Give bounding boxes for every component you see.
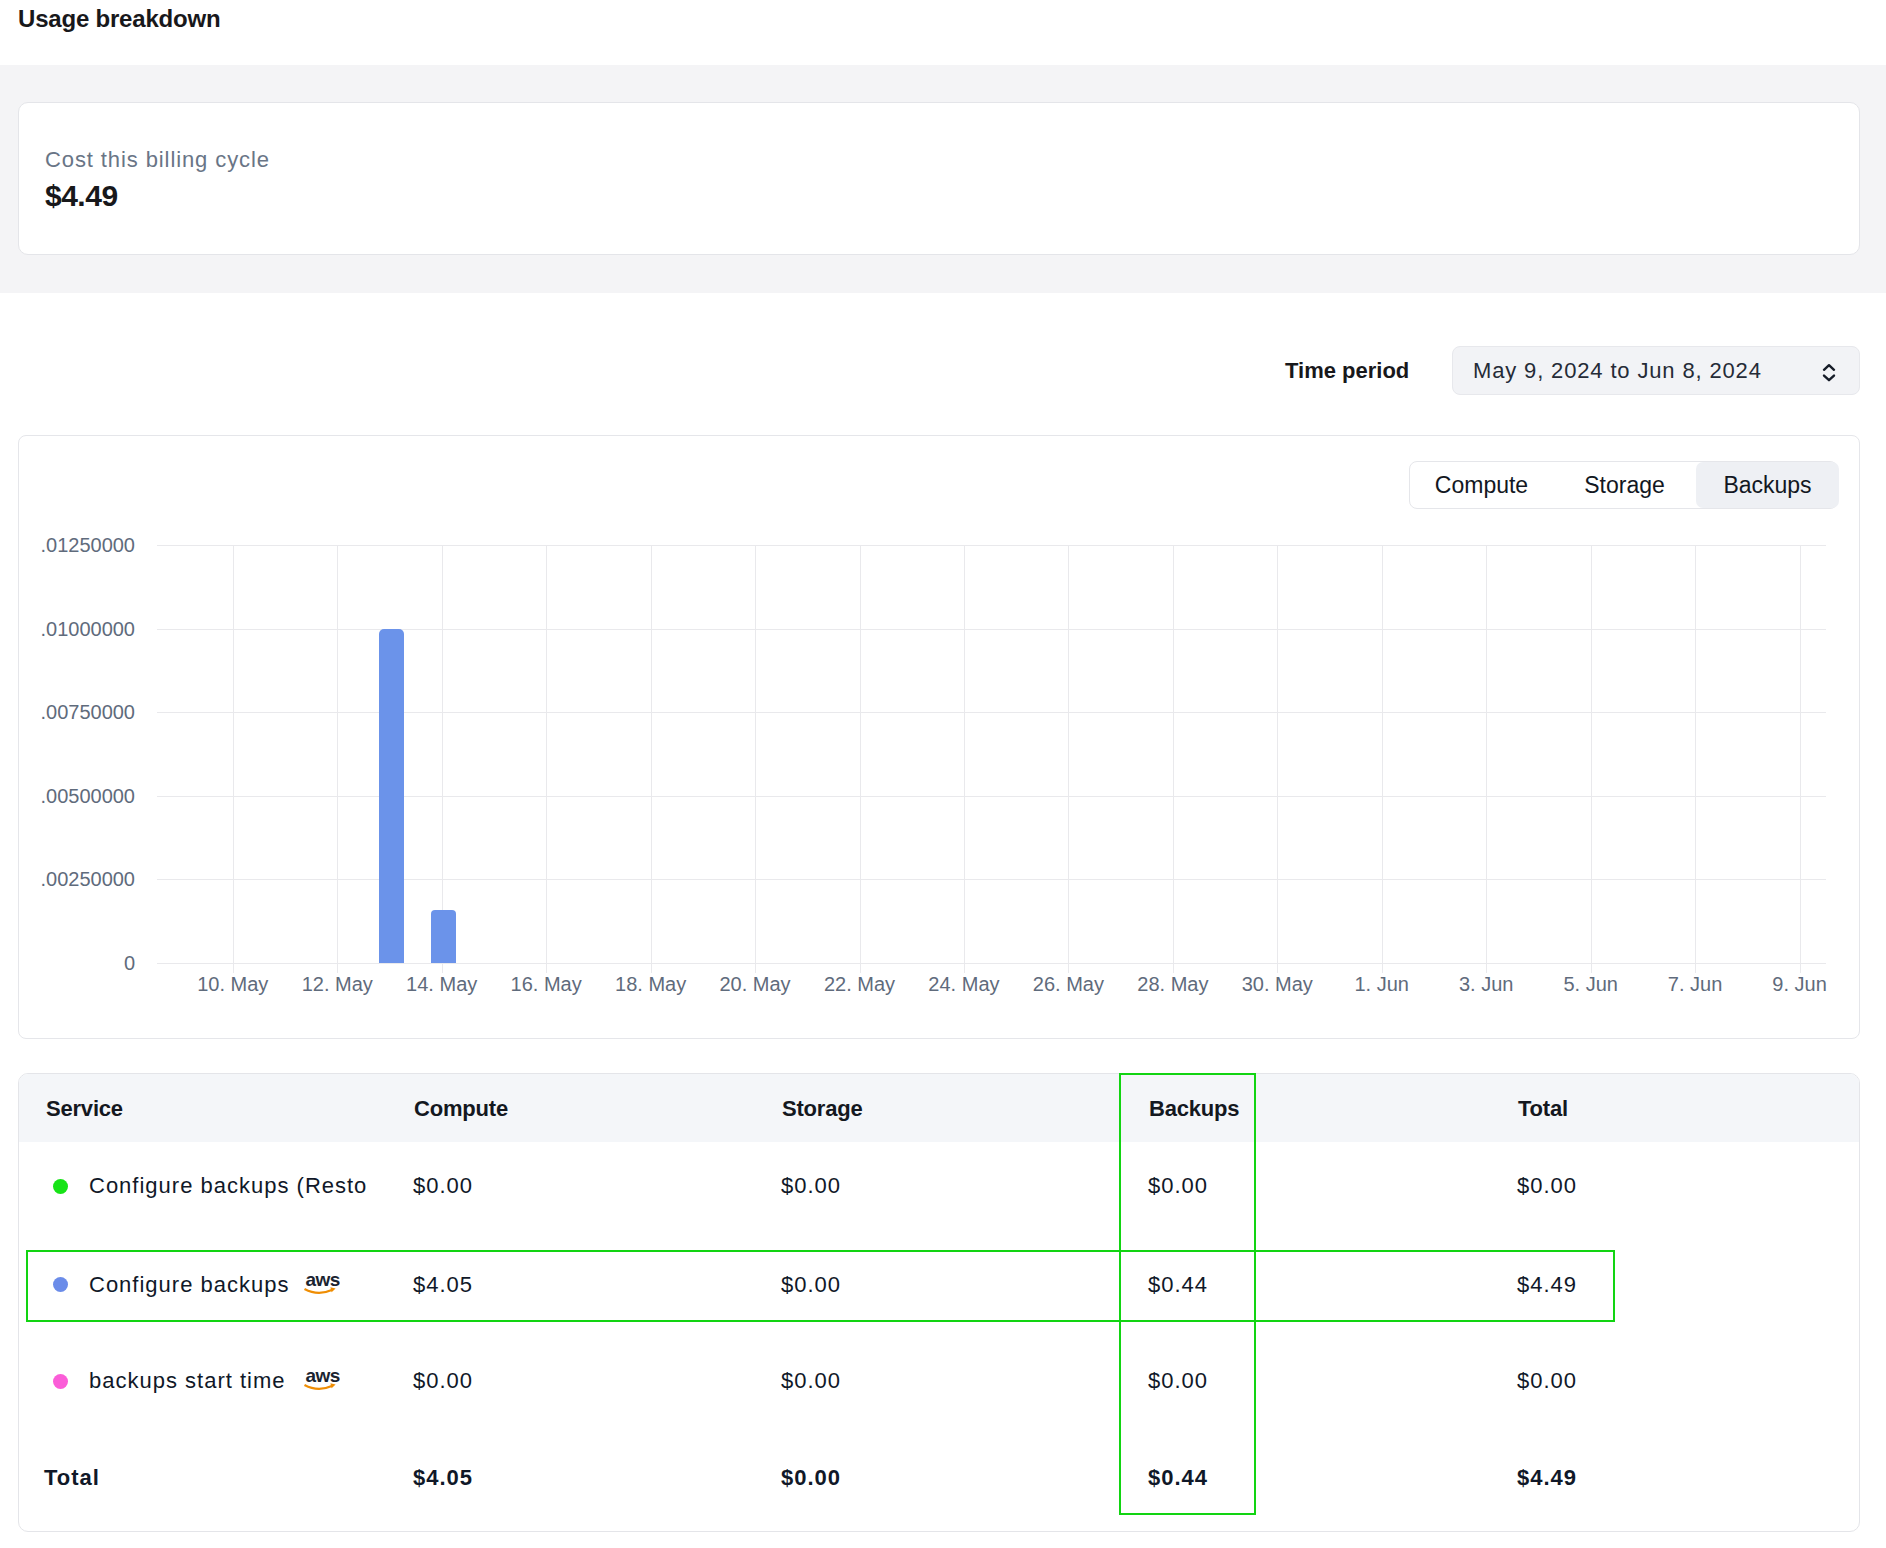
svg-text:aws: aws xyxy=(306,1370,340,1386)
